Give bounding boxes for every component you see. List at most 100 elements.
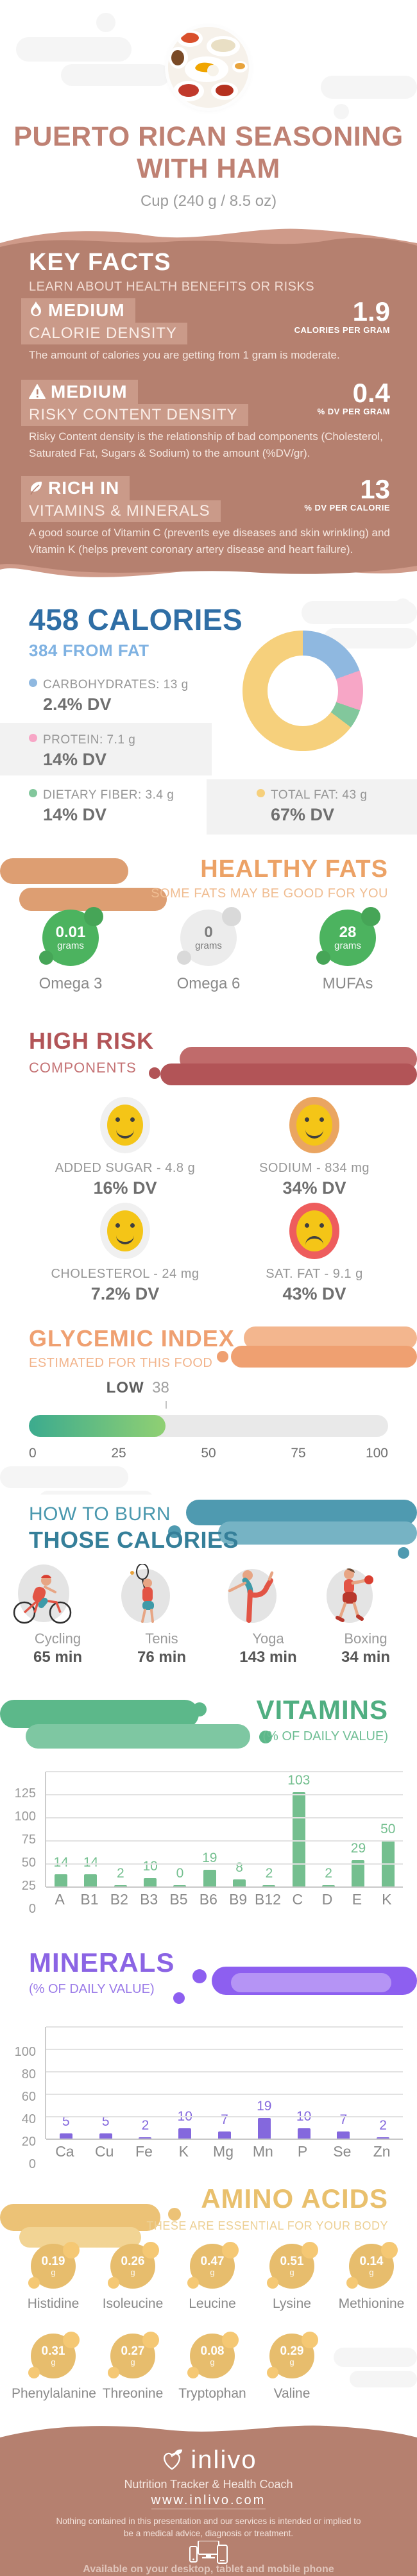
fat-name: Omega 6: [176, 975, 241, 992]
flame-icon: [29, 301, 43, 318]
histidine-item: 0.19 g Histidine: [12, 2244, 95, 2312]
boxing-item: Boxing 34 min: [314, 1564, 417, 1666]
carbohydrates-dot: [29, 679, 37, 687]
protein-dot: [29, 734, 37, 742]
amino-name: Valine: [273, 2386, 311, 2401]
bar-E: 29: [343, 1772, 373, 1887]
amino-name: Isoleucine: [102, 2296, 164, 2311]
value-number: 0.4: [352, 378, 390, 408]
value-unit: % DV PER GRAM: [317, 407, 390, 416]
row-stripe: [207, 779, 417, 835]
blob-decoration: [153, 893, 166, 906]
x-label-Zn: Zn: [373, 2143, 391, 2160]
brand-logo: inlivo: [0, 2446, 417, 2475]
legend-protein: PROTEIN: 7.1 g 14% DV: [29, 733, 135, 770]
warning-icon: [29, 384, 46, 400]
legend-label: DIETARY FIBER: 3.4 g: [43, 788, 174, 802]
scale-tick-100: 100: [365, 1446, 388, 1461]
fat-value: 0.01: [55, 923, 86, 941]
bars: 14 14 2 10 0 19 8 2 103 2 29 50: [46, 1772, 403, 1887]
bar-K: 50: [373, 1772, 403, 1887]
amino-value: 0.27: [121, 2344, 145, 2358]
omega3-blob: 0.01 grams: [42, 910, 99, 966]
blob-decoration: [168, 1525, 181, 1538]
vitamins-title: VITAMINS: [256, 1695, 388, 1725]
amino-name: Tryptophan: [178, 2386, 246, 2401]
blob-decoration: [192, 1702, 207, 1716]
blob-decoration: [192, 1969, 207, 1983]
fact-value: 1.9 CALORIES PER GRAM: [294, 298, 390, 335]
x-label-E: E: [352, 1891, 362, 1908]
glycemic-marker: LOW 38: [106, 1379, 169, 1397]
smiley-icon: [289, 1097, 339, 1153]
blob-decoration: [231, 1346, 417, 1368]
isoleucine-item: 0.26 g Isoleucine: [91, 2244, 174, 2312]
title-line-2: WITH HAM: [137, 153, 280, 184]
legend-label: PROTEIN: 7.1 g: [43, 733, 136, 747]
leaf-icon: [29, 480, 43, 496]
level-label: RICH IN: [48, 478, 120, 498]
phenylalanine-item: 0.31 g Phenylalanine: [12, 2334, 96, 2402]
fact-value: 13 % DV PER CALORIE: [304, 476, 390, 513]
legend-dietary-fiber: DIETARY FIBER: 3.4 g 14% DV: [29, 788, 174, 825]
footer-section: inlivo Nutrition Tracker & Health Coach …: [0, 2421, 417, 2576]
minerals-subtitle: (% OF DAILY VALUE): [29, 1982, 155, 1996]
amino-name: Lysine: [273, 2296, 311, 2311]
activity-time: 65 min: [33, 1648, 83, 1666]
x-label-A: A: [55, 1891, 65, 1908]
blob-decoration: [398, 1547, 409, 1559]
blob-decoration: [259, 1731, 272, 1743]
legend-dv: 2.4% DV: [43, 695, 112, 714]
mufas-blob: 28 grams: [319, 910, 376, 966]
valine-item: 0.29 g Valine: [250, 2334, 334, 2402]
omega6-blob: 0 grams: [180, 910, 237, 966]
brand-name: inlivo: [191, 2446, 257, 2474]
minerals-title: MINERALS: [29, 1947, 175, 1978]
calories-section: 458 CALORIES 384 FROM FAT CARBOHYDRATES:…: [0, 587, 417, 853]
glycemic-index-section: GLYCEMIC INDEX ESTIMATED FOR THIS FOOD L…: [0, 1315, 417, 1510]
risk-label: ADDED SUGAR - 4.8 g: [55, 1161, 196, 1175]
leucine-item: 0.47 g Leucine: [171, 2244, 254, 2312]
scale-tick-0: 0: [29, 1446, 37, 1461]
amino-value: 0.51: [280, 2255, 304, 2268]
wave-divider: [0, 557, 417, 588]
amino-unit: g: [130, 2267, 135, 2277]
key-fact-calorie-density: MEDIUM CALORIE DENSITY 1.9 CALORIES PER …: [0, 298, 417, 361]
calories-from-fat: 384 FROM FAT: [29, 641, 149, 660]
x-label-B9: B9: [229, 1891, 248, 1908]
plot-area: 5 5 2 10 7 19 10 7 2: [45, 2026, 403, 2140]
risk-dv: 7.2% DV: [90, 1284, 160, 1303]
mufas-item: 28 grams MUFAs: [296, 910, 399, 993]
total-fat-dot: [257, 789, 265, 797]
amino-unit: g: [51, 2357, 56, 2367]
amino-blob: 0.27 g: [110, 2334, 155, 2378]
cholesterol-item: CHOLESTEROL - 24 mg 7.2% DV: [29, 1203, 221, 1304]
title-line-1: PUERTO RICAN SEASONING: [13, 121, 404, 152]
amino-unit: g: [130, 2357, 135, 2367]
plot-area: 14 14 2 10 0 19 8 2 103 2 29 50: [45, 1771, 403, 1888]
bar-B1: 14: [76, 1772, 105, 1887]
omega6-item: 0 grams Omega 6: [157, 910, 260, 993]
wave-divider: [0, 2421, 417, 2446]
legend-label: CARBOHYDRATES: 13 g: [43, 678, 189, 691]
activity-name: Cycling: [34, 1631, 81, 1647]
website-url: www.inlivo.com: [0, 2493, 417, 2509]
y-axis: 0 25 50 75 100 125: [14, 1786, 36, 1916]
fact-name: RISKY CONTENT DENSITY: [29, 406, 238, 423]
value-number: 13: [360, 474, 390, 504]
tennis-icon: [121, 1564, 170, 1623]
fat-unit: grams: [334, 940, 361, 951]
website-link[interactable]: www.inlivo.com: [151, 2493, 266, 2509]
vitamins-subtitle: (% OF DAILY VALUE): [262, 1729, 388, 1743]
fat-unit: grams: [57, 940, 84, 951]
food-photo: [168, 27, 249, 108]
lysine-item: 0.51 g Lysine: [250, 2244, 334, 2312]
activity-time: 76 min: [137, 1648, 187, 1666]
glycemic-title: GLYCEMIC INDEX: [29, 1325, 235, 1352]
amino-blob: 0.31 g: [31, 2334, 76, 2378]
glycemic-level: LOW: [106, 1379, 144, 1396]
bar-B6: 19: [195, 1772, 225, 1887]
amino-value: 0.08: [200, 2344, 225, 2358]
level-chip: MEDIUM: [21, 298, 135, 323]
level-label: MEDIUM: [51, 382, 128, 402]
